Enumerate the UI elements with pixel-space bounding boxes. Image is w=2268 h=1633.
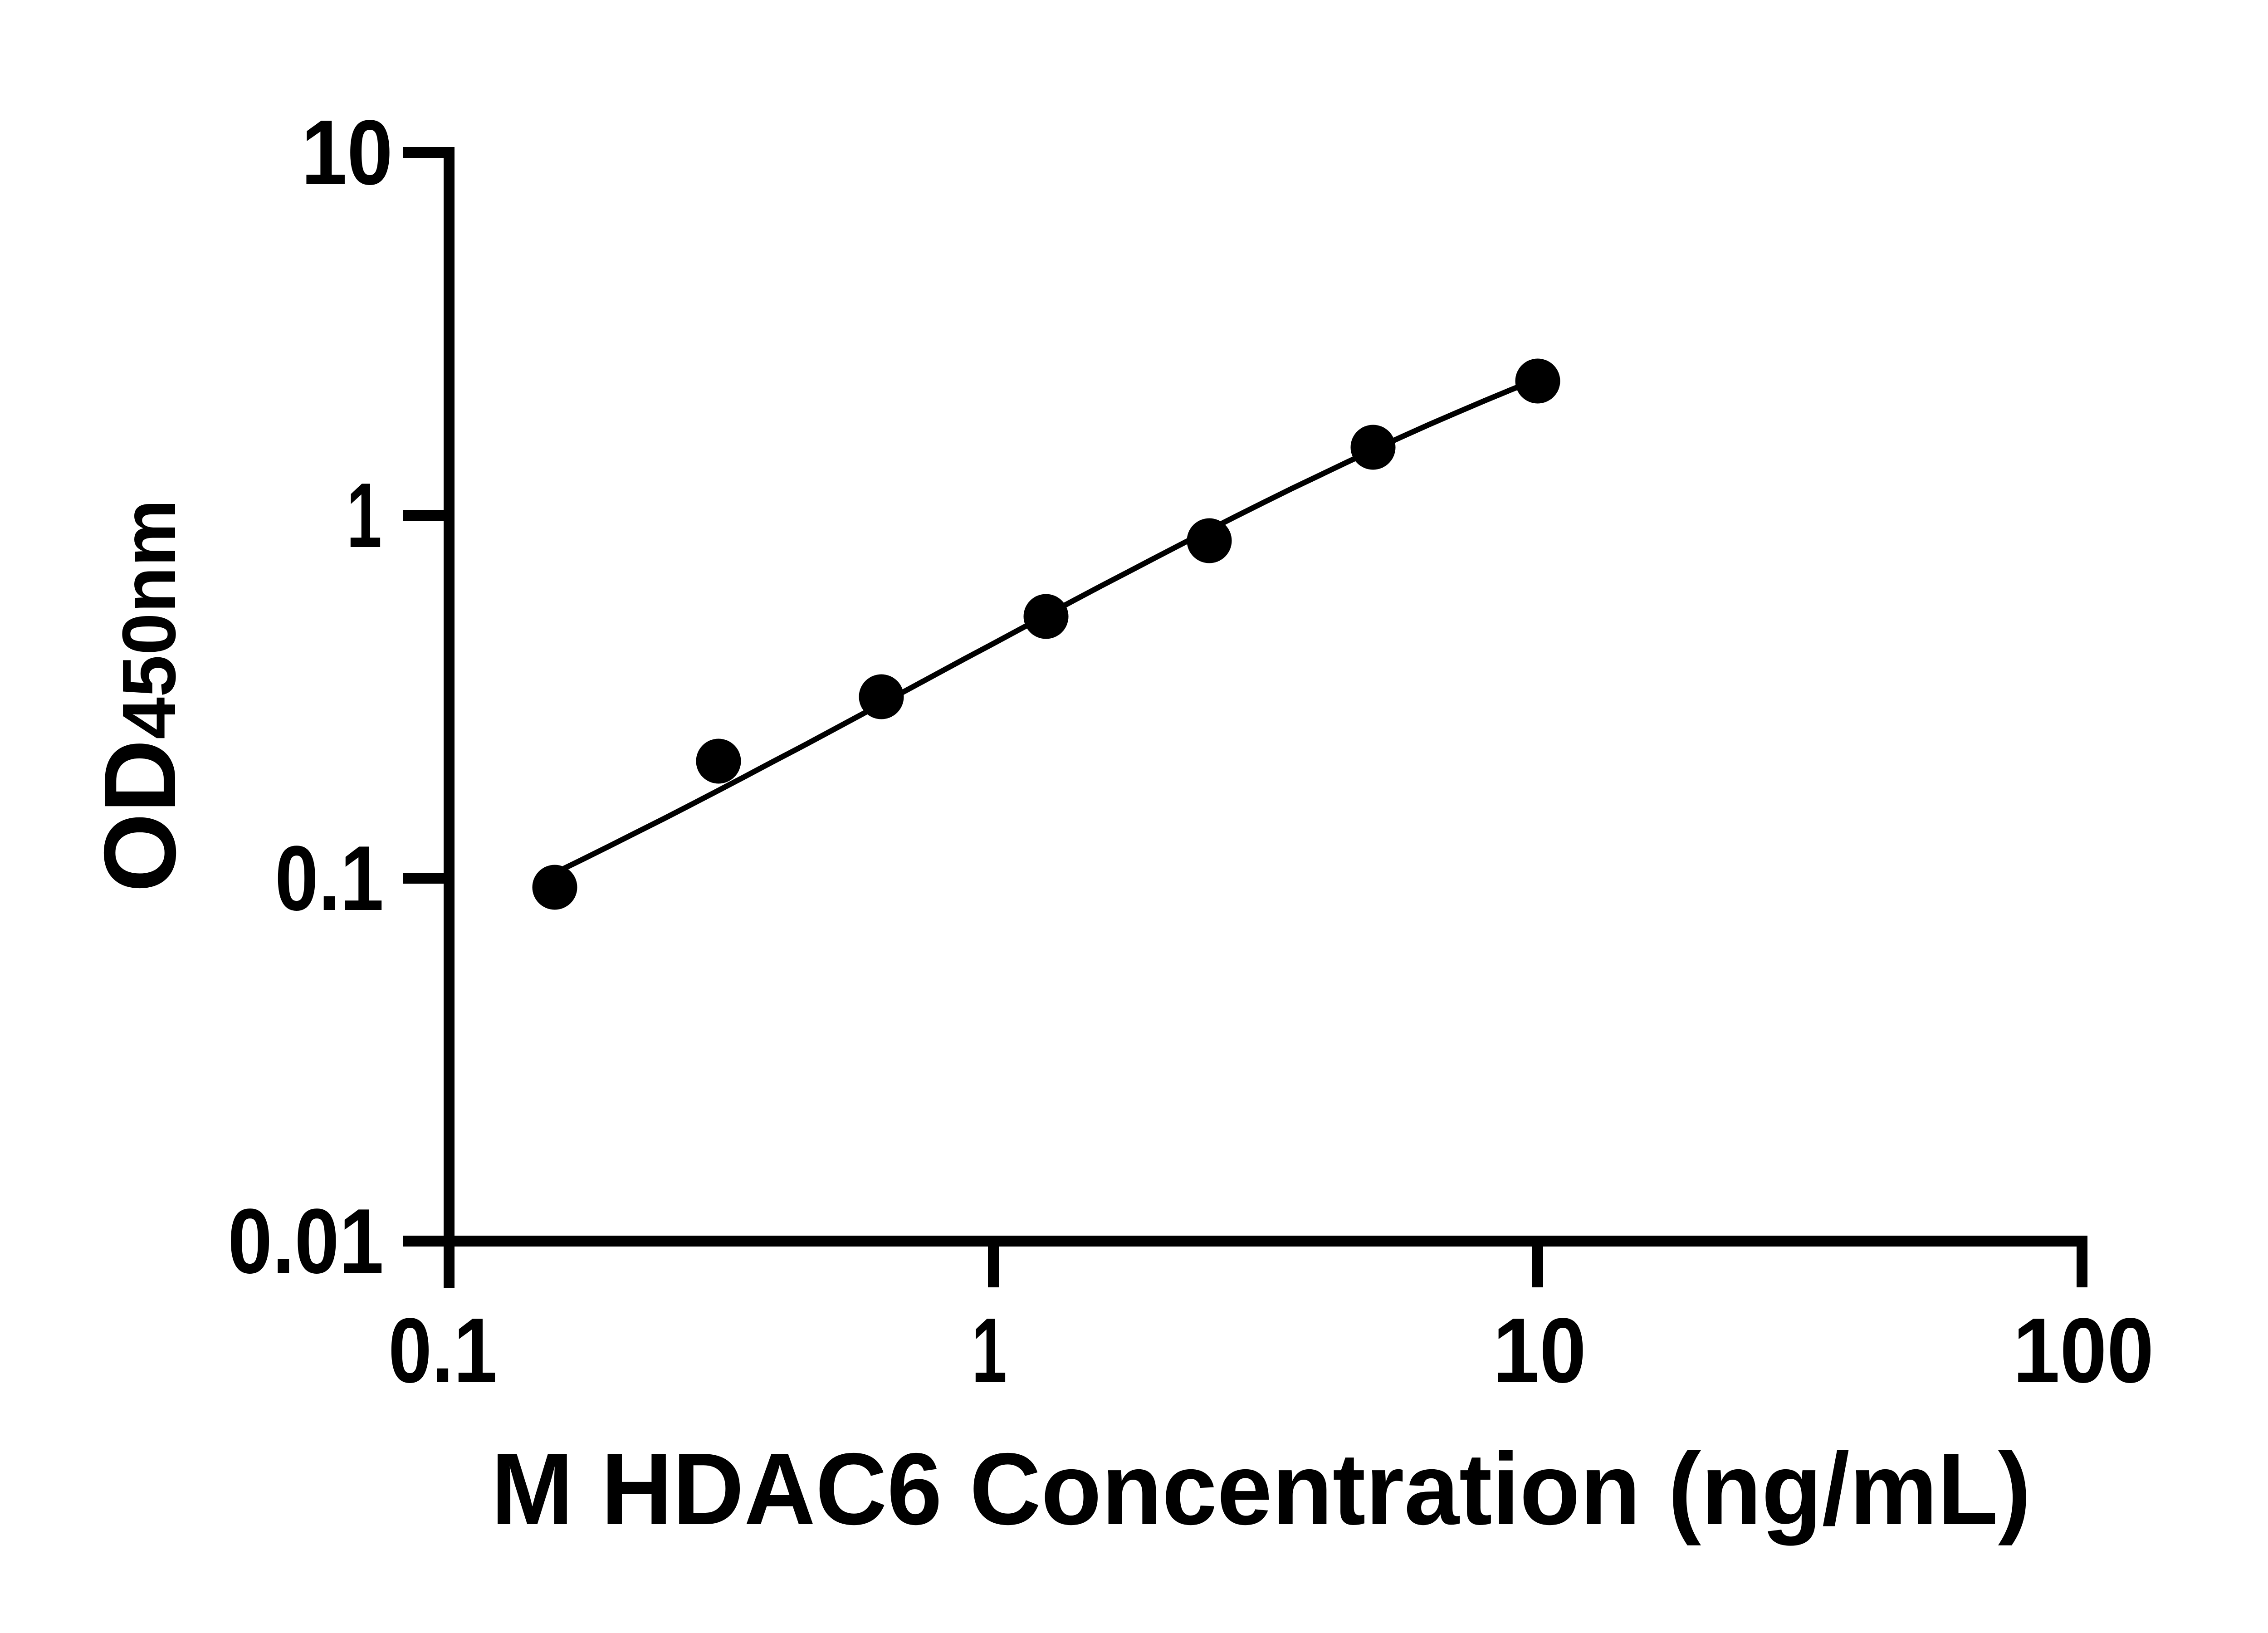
svg-text:10: 10: [1493, 1299, 1586, 1402]
svg-text:0.1: 0.1: [388, 1299, 497, 1402]
svg-text:M HDAC6 Concentration (ng/mL): M HDAC6 Concentration (ng/mL): [491, 1432, 2031, 1546]
svg-text:1: 1: [347, 464, 382, 567]
svg-text:100: 100: [2013, 1299, 2154, 1402]
svg-text:0.1: 0.1: [275, 827, 384, 930]
svg-text:10: 10: [301, 101, 393, 204]
svg-text:0.01: 0.01: [228, 1190, 384, 1293]
svg-text:1: 1: [972, 1299, 1007, 1402]
